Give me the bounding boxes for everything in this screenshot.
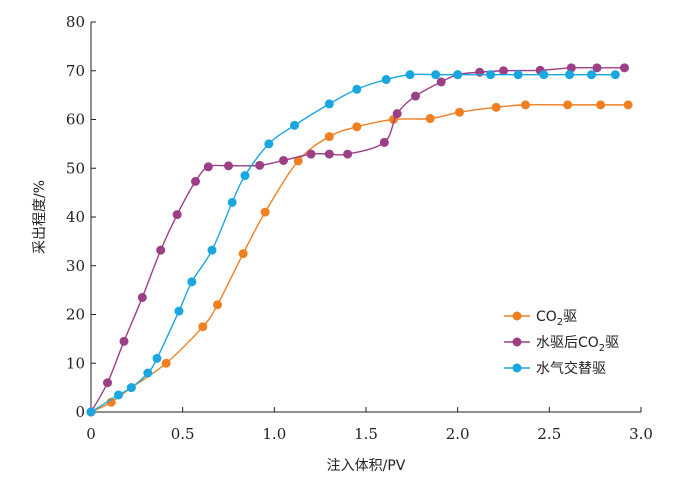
data-point <box>431 70 441 80</box>
data-point <box>106 397 116 407</box>
legend-marker <box>512 337 522 347</box>
y-tick-label: 0 <box>75 403 85 421</box>
series-layer <box>86 63 633 417</box>
axes: 0 0.5 1.0 1.5 2.0 2.5 3.0 0 10 20 30 40 50 60 70 80 <box>66 13 653 443</box>
data-point <box>411 91 420 101</box>
data-point <box>103 378 112 388</box>
data-point <box>425 114 435 124</box>
legend-marker <box>512 363 522 373</box>
data-point <box>126 383 136 393</box>
legend-item: 水驱后CO2驱 <box>504 335 619 354</box>
data-point <box>238 249 248 259</box>
data-point <box>156 245 166 255</box>
y-tick-label: 50 <box>66 159 85 177</box>
data-point <box>491 102 501 112</box>
data-point <box>203 162 213 172</box>
data-point <box>86 407 96 417</box>
data-point <box>499 66 508 76</box>
data-point <box>207 245 217 255</box>
legend-label: CO2驱 <box>536 309 577 328</box>
series-2 <box>86 63 629 417</box>
data-point <box>587 70 596 80</box>
data-point <box>240 171 250 181</box>
y-tick-label: 10 <box>66 354 85 372</box>
data-point <box>255 160 265 170</box>
data-point <box>436 77 446 87</box>
data-point <box>324 132 334 142</box>
data-point <box>352 122 362 132</box>
y-axis-title: 采出程度/% <box>32 180 48 254</box>
data-point <box>324 149 334 159</box>
data-point <box>565 70 574 80</box>
data-point <box>324 99 334 109</box>
data-point <box>620 63 629 73</box>
legend-item: 水气交替驱 <box>504 360 606 377</box>
y-tick-label: 20 <box>66 306 85 324</box>
x-tick-label: 3.0 <box>629 425 653 443</box>
y-tick-label: 80 <box>66 13 85 31</box>
data-point <box>405 70 415 80</box>
data-point <box>213 300 222 310</box>
data-point <box>596 100 606 110</box>
data-point <box>161 358 171 368</box>
data-point <box>592 63 602 73</box>
y-tick-label: 70 <box>66 62 85 80</box>
x-tick-label: 2.0 <box>446 425 470 443</box>
data-point <box>187 277 197 287</box>
data-point <box>381 75 391 85</box>
data-point <box>198 322 208 332</box>
series-3 <box>86 70 620 417</box>
data-point <box>513 70 523 80</box>
data-point <box>264 139 274 149</box>
data-point <box>137 292 147 302</box>
y-tick-label: 40 <box>66 208 85 226</box>
data-point <box>521 100 530 110</box>
data-point <box>475 67 485 77</box>
legend-item: CO2驱 <box>504 309 577 328</box>
data-point <box>352 84 362 94</box>
data-point <box>610 70 620 80</box>
legend-label: 水气交替驱 <box>536 360 606 377</box>
data-point <box>379 137 389 147</box>
data-point <box>293 156 303 166</box>
y-tick-label: 60 <box>66 111 85 129</box>
x-tick-label: 0 <box>86 425 96 443</box>
data-point <box>260 207 270 217</box>
data-point <box>343 149 353 159</box>
data-point <box>623 100 633 110</box>
data-point <box>224 161 233 171</box>
legend-marker <box>512 311 522 321</box>
legend-label: 水驱后CO2驱 <box>536 335 619 354</box>
data-point <box>290 120 299 130</box>
data-point <box>174 306 184 316</box>
data-point <box>453 70 463 80</box>
data-point <box>455 107 464 117</box>
data-point <box>152 353 162 363</box>
data-point <box>119 336 129 346</box>
data-point <box>539 70 549 80</box>
data-point <box>191 176 200 186</box>
x-tick-label: 0.5 <box>171 425 195 443</box>
data-point <box>227 197 237 207</box>
data-point <box>486 70 496 80</box>
data-point <box>279 155 288 165</box>
data-point <box>392 109 402 119</box>
data-point <box>114 390 123 400</box>
data-point <box>172 210 182 220</box>
x-axis-title: 注入体积/PV <box>327 458 406 474</box>
data-point <box>143 368 153 378</box>
y-tick-label: 30 <box>66 257 85 275</box>
data-point <box>306 149 316 159</box>
x-tick-label: 1.0 <box>262 425 286 443</box>
x-tick-label: 2.5 <box>537 425 561 443</box>
data-point <box>566 63 576 73</box>
data-point <box>563 100 573 110</box>
x-tick-label: 1.5 <box>354 425 378 443</box>
